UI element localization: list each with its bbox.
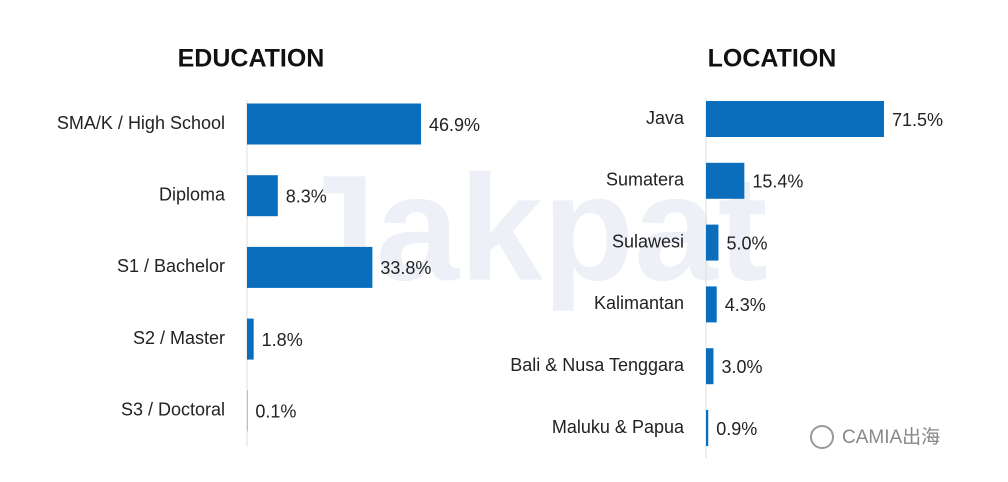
value-label: 3.0%: [721, 357, 762, 377]
value-label: 0.9%: [716, 419, 757, 439]
category-label: Diploma: [159, 184, 226, 204]
category-label: Bali & Nusa Tenggara: [510, 355, 685, 375]
category-label: Sumatera: [606, 170, 685, 190]
bar: [706, 162, 745, 199]
source-badge: CAMIA出海: [842, 426, 940, 448]
category-label: Sulawesi: [612, 231, 684, 251]
bar: [706, 224, 719, 261]
value-label: 4.3%: [725, 295, 766, 315]
value-label: 1.8%: [262, 330, 303, 350]
category-label: S1 / Bachelor: [117, 256, 225, 276]
bar: [247, 246, 373, 288]
chart-title: EDUCATION: [178, 45, 325, 73]
category-label: Maluku & Papua: [552, 417, 685, 437]
value-label: 15.4%: [752, 172, 803, 192]
category-label: S3 / Doctoral: [121, 400, 225, 420]
bar: [706, 348, 714, 385]
value-label: 0.1%: [255, 402, 296, 422]
value-label: 8.3%: [286, 186, 327, 206]
bar: [247, 175, 278, 217]
bar: [706, 286, 717, 323]
category-label: Kalimantan: [594, 293, 684, 313]
category-label: SMA/K / High School: [57, 113, 225, 133]
value-label: 33.8%: [380, 258, 431, 278]
value-label: 71.5%: [892, 110, 943, 130]
category-label: Java: [646, 108, 685, 128]
bar: [247, 318, 254, 360]
value-label: 46.9%: [429, 115, 480, 135]
bar: [706, 410, 709, 446]
category-label: S2 / Master: [133, 328, 225, 348]
value-label: 5.0%: [726, 233, 767, 253]
badge-icon: [810, 425, 834, 449]
bar: [247, 103, 421, 145]
chart-title: LOCATION: [708, 45, 837, 73]
bar: [706, 101, 884, 137]
